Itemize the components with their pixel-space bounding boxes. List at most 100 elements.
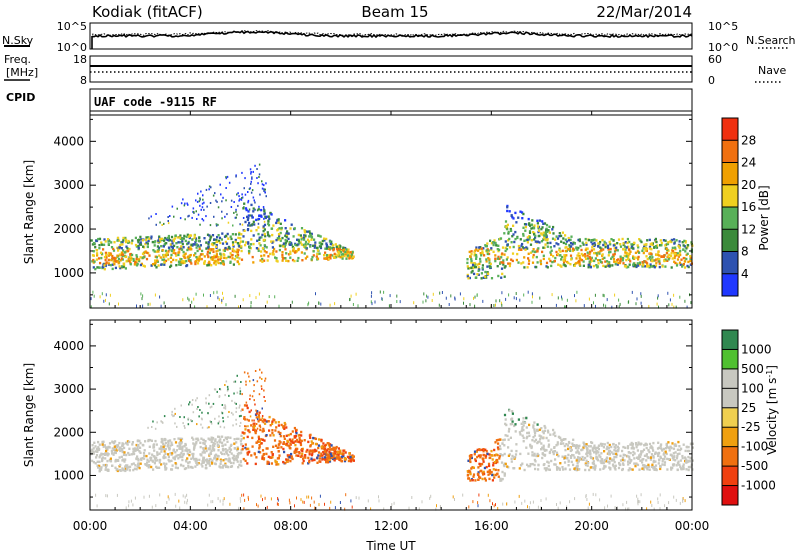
velocity-cell [276, 502, 278, 506]
power-cell [250, 238, 253, 241]
velocity-cell [114, 444, 117, 448]
velocity-cell [144, 463, 147, 466]
power-cell [135, 254, 138, 257]
velocity-cell [237, 437, 240, 441]
velocity-cell [556, 468, 559, 471]
power-cell [124, 240, 128, 244]
power-cell [129, 258, 133, 261]
velocity-cell [136, 457, 139, 461]
power-cell [561, 297, 563, 301]
velocity-cell [484, 456, 487, 459]
power-cell [681, 265, 684, 268]
velocity-colorbar-swatch [722, 485, 738, 506]
power-cell [651, 265, 654, 268]
velocity-cell [682, 466, 685, 469]
velocity-cell [629, 451, 632, 455]
velocity-cell [547, 464, 550, 468]
power-cell [242, 217, 245, 219]
power-cell [644, 260, 647, 263]
power-cell [349, 251, 352, 254]
power-cell [631, 290, 633, 294]
power-cell [594, 257, 597, 260]
power-cell [521, 217, 524, 220]
velocity-cell [597, 447, 600, 451]
power-cell [169, 256, 172, 259]
velocity-cell [218, 439, 221, 442]
velocity-cell [177, 457, 180, 460]
velocity-cell [160, 420, 162, 423]
power-cell [619, 302, 621, 306]
velocity-cell [493, 461, 497, 464]
power-cell [577, 238, 580, 242]
power-cell [179, 260, 182, 263]
velocity-cell [558, 468, 561, 471]
power-cell [551, 293, 553, 297]
power-cell [203, 260, 206, 263]
power-cell [475, 257, 478, 260]
power-cell [607, 248, 610, 251]
power-cell [205, 215, 207, 218]
velocity-cell [223, 497, 225, 501]
velocity-cell [91, 444, 94, 447]
power-cell [262, 229, 265, 233]
power-cell [150, 235, 153, 238]
velocity-cell [645, 454, 648, 457]
velocity-cell [206, 459, 209, 462]
velocity-cell [662, 447, 665, 451]
power-cell [306, 230, 309, 233]
velocity-cell [576, 445, 579, 448]
power-cell [141, 297, 143, 301]
power-cell [568, 244, 571, 247]
power-cell [193, 236, 196, 240]
power-cell [234, 240, 237, 244]
velocity-cell [633, 457, 636, 460]
velocity-cell [603, 466, 606, 469]
power-cell [657, 257, 660, 261]
velocity-cell [277, 424, 280, 427]
velocity-cell [333, 449, 336, 453]
power-cell [334, 243, 337, 246]
power-cell [134, 260, 137, 264]
velocity-cell [171, 464, 174, 467]
velocity-cell [501, 470, 504, 474]
velocity-cell [323, 452, 326, 456]
velocity-cell [613, 467, 617, 470]
power-cell [268, 252, 272, 256]
power-cell [521, 211, 524, 214]
velocity-cell [584, 463, 588, 467]
velocity-cell [666, 446, 669, 449]
power-cell [124, 255, 127, 259]
velocity-colorbar-tick-label: -500 [741, 459, 768, 473]
power-cell [137, 246, 140, 250]
velocity-cell [679, 501, 681, 505]
velocity-cell [604, 506, 606, 510]
power-cell [580, 248, 583, 252]
velocity-cell [273, 419, 276, 422]
velocity-cell [121, 448, 124, 451]
power-cell [185, 259, 188, 263]
power-cell [287, 237, 290, 241]
velocity-cell [200, 437, 203, 440]
power-cell [245, 241, 248, 244]
velocity-cell [333, 459, 336, 462]
power-cell [613, 260, 616, 263]
velocity-cell [212, 500, 214, 504]
velocity-cell [601, 444, 604, 447]
velocity-cell [286, 439, 289, 443]
power-cell [303, 234, 306, 237]
power-cell [613, 247, 616, 250]
power-cell [198, 255, 201, 258]
power-cell [532, 256, 535, 259]
power-cell [490, 277, 494, 280]
power-cell [297, 256, 300, 260]
power-cell [167, 238, 170, 242]
velocity-cell [473, 450, 477, 453]
power-cell [513, 240, 516, 244]
velocity-colorbar-swatch [722, 427, 738, 448]
power-cell [258, 242, 261, 245]
power-cell [532, 248, 535, 251]
power-cell [194, 240, 197, 244]
power-cell [671, 257, 674, 260]
velocity-cell [262, 453, 265, 456]
velocity-cell [119, 446, 122, 449]
